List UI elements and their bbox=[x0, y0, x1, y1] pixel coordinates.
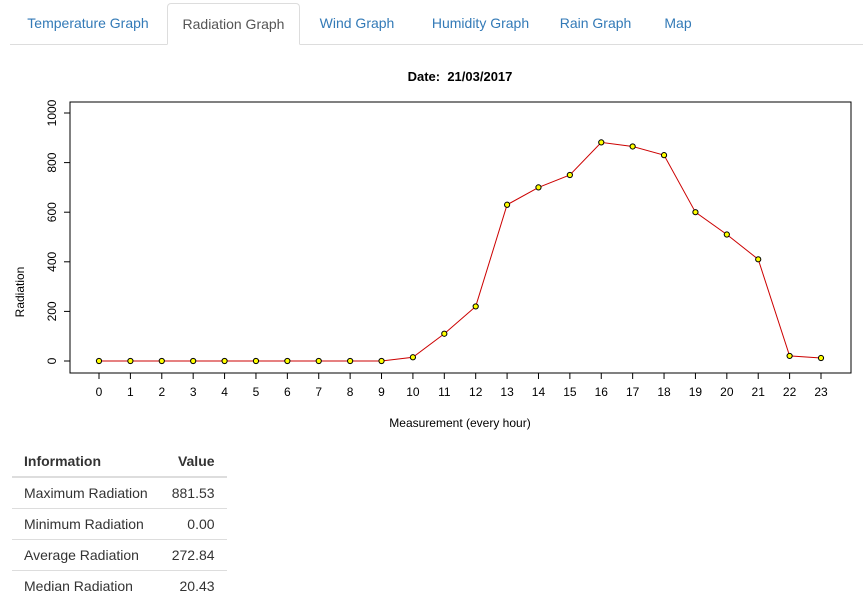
y-tick-label: 600 bbox=[45, 202, 59, 222]
data-point bbox=[96, 358, 101, 363]
data-point bbox=[159, 358, 164, 363]
x-tick-label: 1 bbox=[127, 385, 134, 399]
x-tick-label: 22 bbox=[783, 385, 797, 399]
row-value: 0.00 bbox=[160, 509, 227, 540]
x-tick-label: 11 bbox=[438, 385, 451, 399]
x-tick-label: 8 bbox=[347, 385, 354, 399]
data-point bbox=[222, 358, 227, 363]
data-point bbox=[567, 172, 572, 177]
data-point bbox=[191, 358, 196, 363]
data-point bbox=[599, 140, 604, 145]
graph-tabs: Temperature Graph Radiation Graph Wind G… bbox=[10, 0, 863, 45]
row-value: 272.84 bbox=[160, 540, 227, 571]
radiation-line bbox=[99, 142, 821, 361]
data-point bbox=[379, 358, 384, 363]
x-tick-label: 13 bbox=[500, 385, 514, 399]
data-point bbox=[756, 257, 761, 262]
data-point bbox=[536, 185, 541, 190]
table-row: Average Radiation 272.84 bbox=[12, 540, 227, 571]
data-point bbox=[442, 331, 447, 336]
x-tick-label: 12 bbox=[469, 385, 483, 399]
data-point bbox=[128, 358, 133, 363]
data-point bbox=[693, 210, 698, 215]
x-tick-label: 7 bbox=[315, 385, 322, 399]
data-point bbox=[253, 358, 258, 363]
y-tick-label: 1000 bbox=[45, 99, 59, 126]
x-tick-label: 17 bbox=[626, 385, 640, 399]
x-tick-label: 21 bbox=[752, 385, 766, 399]
radiation-info-table: Information Value Maximum Radiation 881.… bbox=[12, 446, 227, 601]
plot-area-frame bbox=[70, 102, 851, 373]
data-point bbox=[316, 358, 321, 363]
tab-humidity-graph[interactable]: Humidity Graph bbox=[414, 3, 547, 43]
x-axis-label: Measurement (every hour) bbox=[389, 416, 530, 430]
table-header-row: Information Value bbox=[12, 446, 227, 477]
y-axis-label: Radiation bbox=[13, 267, 27, 318]
tab-map[interactable]: Map bbox=[644, 3, 712, 43]
row-value: 881.53 bbox=[160, 477, 227, 509]
x-tick-label: 14 bbox=[532, 385, 546, 399]
x-tick-label: 16 bbox=[595, 385, 609, 399]
radiation-series bbox=[96, 140, 823, 364]
x-tick-label: 6 bbox=[284, 385, 291, 399]
x-tick-label: 23 bbox=[814, 385, 828, 399]
data-point bbox=[473, 304, 478, 309]
x-tick-label: 20 bbox=[720, 385, 734, 399]
y-tick-label: 400 bbox=[45, 251, 59, 271]
x-tick-label: 2 bbox=[158, 385, 165, 399]
x-tick-label: 3 bbox=[190, 385, 197, 399]
x-tick-label: 9 bbox=[378, 385, 385, 399]
row-label: Average Radiation bbox=[12, 540, 160, 571]
data-point bbox=[787, 353, 792, 358]
header-information: Information bbox=[12, 446, 160, 477]
x-tick-label: 15 bbox=[563, 385, 577, 399]
table-row: Median Radiation 20.43 bbox=[12, 571, 227, 601]
y-tick-label: 200 bbox=[45, 301, 59, 321]
data-point bbox=[661, 153, 666, 158]
x-tick-label: 10 bbox=[406, 385, 420, 399]
x-tick-label: 4 bbox=[221, 385, 228, 399]
data-point bbox=[348, 358, 353, 363]
x-tick-label: 5 bbox=[253, 385, 260, 399]
table-row: Maximum Radiation 881.53 bbox=[12, 477, 227, 509]
row-label: Maximum Radiation bbox=[12, 477, 160, 509]
data-point bbox=[285, 358, 290, 363]
data-point bbox=[724, 232, 729, 237]
data-point bbox=[818, 355, 823, 360]
x-tick-label: 18 bbox=[657, 385, 671, 399]
data-point bbox=[504, 202, 509, 207]
y-tick-label: 800 bbox=[45, 152, 59, 172]
x-tick-label: 0 bbox=[96, 385, 103, 399]
tab-rain-graph[interactable]: Rain Graph bbox=[548, 3, 643, 43]
y-tick-label: 0 bbox=[45, 357, 59, 364]
radiation-chart-container: Date: 21/03/2017 Measurement (every hour… bbox=[0, 55, 863, 440]
row-value: 20.43 bbox=[160, 571, 227, 601]
tab-temperature-graph[interactable]: Temperature Graph bbox=[10, 3, 166, 43]
row-label: Median Radiation bbox=[12, 571, 160, 601]
row-label: Minimum Radiation bbox=[12, 509, 160, 540]
data-point bbox=[410, 355, 415, 360]
x-tick-label: 19 bbox=[689, 385, 703, 399]
tab-wind-graph[interactable]: Wind Graph bbox=[301, 3, 413, 43]
chart-title: Date: 21/03/2017 bbox=[408, 69, 513, 84]
header-value: Value bbox=[160, 446, 227, 477]
tab-radiation-graph[interactable]: Radiation Graph bbox=[167, 3, 300, 45]
table-row: Minimum Radiation 0.00 bbox=[12, 509, 227, 540]
radiation-chart: Date: 21/03/2017 Measurement (every hour… bbox=[0, 55, 863, 440]
data-point bbox=[630, 144, 635, 149]
